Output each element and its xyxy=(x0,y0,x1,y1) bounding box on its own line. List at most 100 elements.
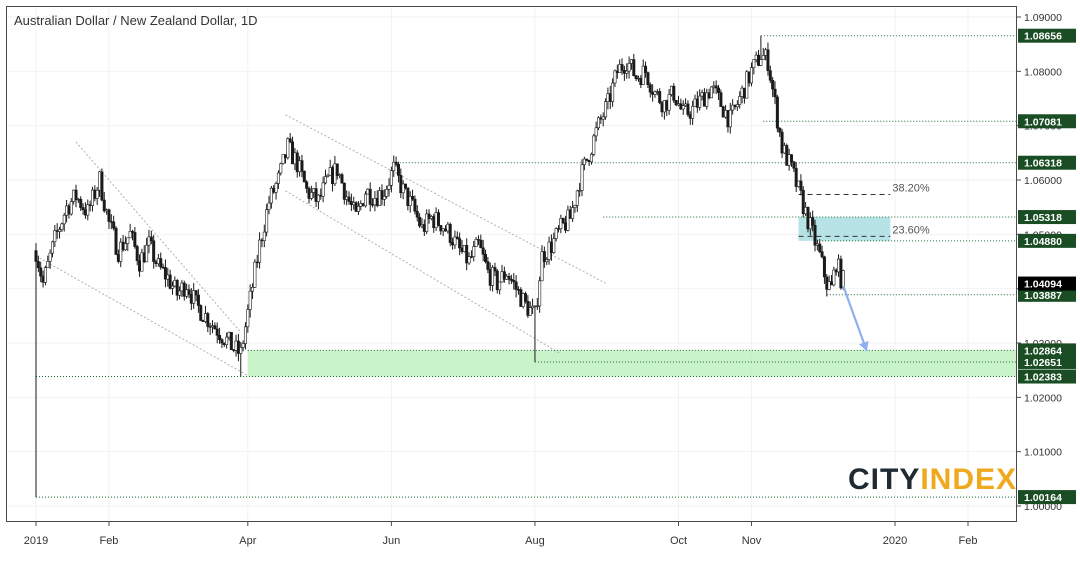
candle-body-306 xyxy=(754,54,758,60)
level-price-label-4: 1.04880 xyxy=(1024,236,1062,248)
candle-body-276 xyxy=(684,103,688,107)
candle-body-13 xyxy=(65,205,69,216)
candle-body-17 xyxy=(74,189,78,200)
candle-body-280 xyxy=(693,98,697,107)
candle-body-296 xyxy=(731,104,735,111)
candle-body-223 xyxy=(559,218,563,229)
candle-body-156 xyxy=(401,183,405,194)
candle-body-123 xyxy=(323,176,327,184)
candle-body-195 xyxy=(493,267,497,272)
candle-body-162 xyxy=(415,210,419,218)
candle-body-246 xyxy=(613,70,617,84)
candle-body-255 xyxy=(634,75,638,79)
candle-body-19 xyxy=(79,198,83,208)
x-tick-label-5: Oct xyxy=(670,535,687,547)
candle-body-321 xyxy=(789,154,793,163)
candle-body-291 xyxy=(719,92,723,107)
y-tick-label-0: 1.09000 xyxy=(1024,12,1062,24)
candle-body-243 xyxy=(606,93,610,102)
candle-body-259 xyxy=(644,65,648,73)
candle-body-200 xyxy=(505,276,509,280)
candle-body-285 xyxy=(705,92,709,107)
candle-body-9 xyxy=(55,230,59,232)
candle-body-266 xyxy=(660,102,664,113)
candle-body-115 xyxy=(305,181,309,189)
candle-body-99 xyxy=(267,202,271,210)
candle-body-317 xyxy=(780,131,784,154)
candle-body-52 xyxy=(156,258,160,265)
candle-body-116 xyxy=(307,188,311,199)
candle-body-170 xyxy=(434,212,438,228)
candle-body-212 xyxy=(533,305,537,308)
candle-body-79 xyxy=(220,339,224,344)
candle-body-88 xyxy=(241,343,245,348)
candle-body-294 xyxy=(726,110,730,128)
candle-body-160 xyxy=(411,196,415,200)
candle-body-32 xyxy=(109,221,113,223)
candle-body-120 xyxy=(316,194,320,202)
candle-body-15 xyxy=(69,201,73,215)
candle-body-41 xyxy=(130,231,134,233)
candle-body-72 xyxy=(203,313,207,322)
channel-1-upper-line xyxy=(285,114,606,284)
candle-body-95 xyxy=(258,239,262,263)
candle-body-235 xyxy=(587,160,591,163)
candle-body-214 xyxy=(538,280,542,307)
candle-body-167 xyxy=(427,213,431,219)
channel-0-upper-line xyxy=(75,141,242,333)
arrow-layer xyxy=(842,285,869,352)
candle-body-256 xyxy=(637,77,641,80)
candle-body-61 xyxy=(178,290,182,296)
channel-1-lower-line xyxy=(285,190,562,355)
candle-body-135 xyxy=(352,202,356,206)
candle-body-236 xyxy=(589,154,593,163)
candle-body-131 xyxy=(342,182,346,200)
candle-body-279 xyxy=(691,105,695,119)
candle-body-315 xyxy=(775,96,779,129)
candle-body-331 xyxy=(813,225,817,246)
candle-body-142 xyxy=(368,188,372,205)
candle-body-111 xyxy=(295,152,299,173)
candle-body-340 xyxy=(834,269,838,273)
candle-body-45 xyxy=(140,252,144,272)
candle-body-230 xyxy=(575,190,579,206)
candle-body-138 xyxy=(359,203,363,207)
candle-body-20 xyxy=(81,207,85,211)
candle-body-78 xyxy=(218,334,222,340)
candle-body-324 xyxy=(797,180,801,187)
candle-body-277 xyxy=(686,103,690,115)
candle-body-328 xyxy=(806,206,810,230)
candle-body-303 xyxy=(747,71,751,84)
candle-body-85 xyxy=(234,340,238,351)
candle-body-64 xyxy=(185,289,189,297)
candle-body-59 xyxy=(173,280,177,287)
candle-body-183 xyxy=(465,245,469,264)
candle-body-100 xyxy=(269,187,273,204)
candle-body-261 xyxy=(648,84,652,93)
candle-body-241 xyxy=(601,116,605,120)
candle-body-23 xyxy=(88,204,92,207)
candle-body-250 xyxy=(622,70,626,74)
x-axis: 2019 Feb Apr Jun Aug Oct Nov 2020 Feb xyxy=(24,521,977,547)
candle-body-260 xyxy=(646,72,650,85)
candle-body-185 xyxy=(469,256,473,258)
candle-body-62 xyxy=(180,282,184,292)
candle-body-68 xyxy=(194,290,198,296)
candle-body-58 xyxy=(171,285,175,289)
candle-body-265 xyxy=(658,91,662,103)
channel-0-lower-line xyxy=(35,255,249,377)
candle-body-233 xyxy=(582,158,586,166)
candle-body-46 xyxy=(142,252,146,263)
x-tick-label-7: 2020 xyxy=(883,535,907,547)
x-tick-label-6: Nov xyxy=(742,535,762,547)
candle-body-242 xyxy=(604,101,608,118)
candle-body-27 xyxy=(98,171,102,191)
candle-body-334 xyxy=(820,251,824,258)
candle-body-98 xyxy=(265,209,269,233)
level-price-label-1: 1.07081 xyxy=(1024,116,1062,128)
candle-body-161 xyxy=(413,198,417,212)
level-price-label-1-bg xyxy=(1018,114,1076,129)
candle-body-224 xyxy=(561,218,565,223)
fib-label-1: 23.60% xyxy=(892,224,930,236)
candle-body-287 xyxy=(709,86,713,99)
